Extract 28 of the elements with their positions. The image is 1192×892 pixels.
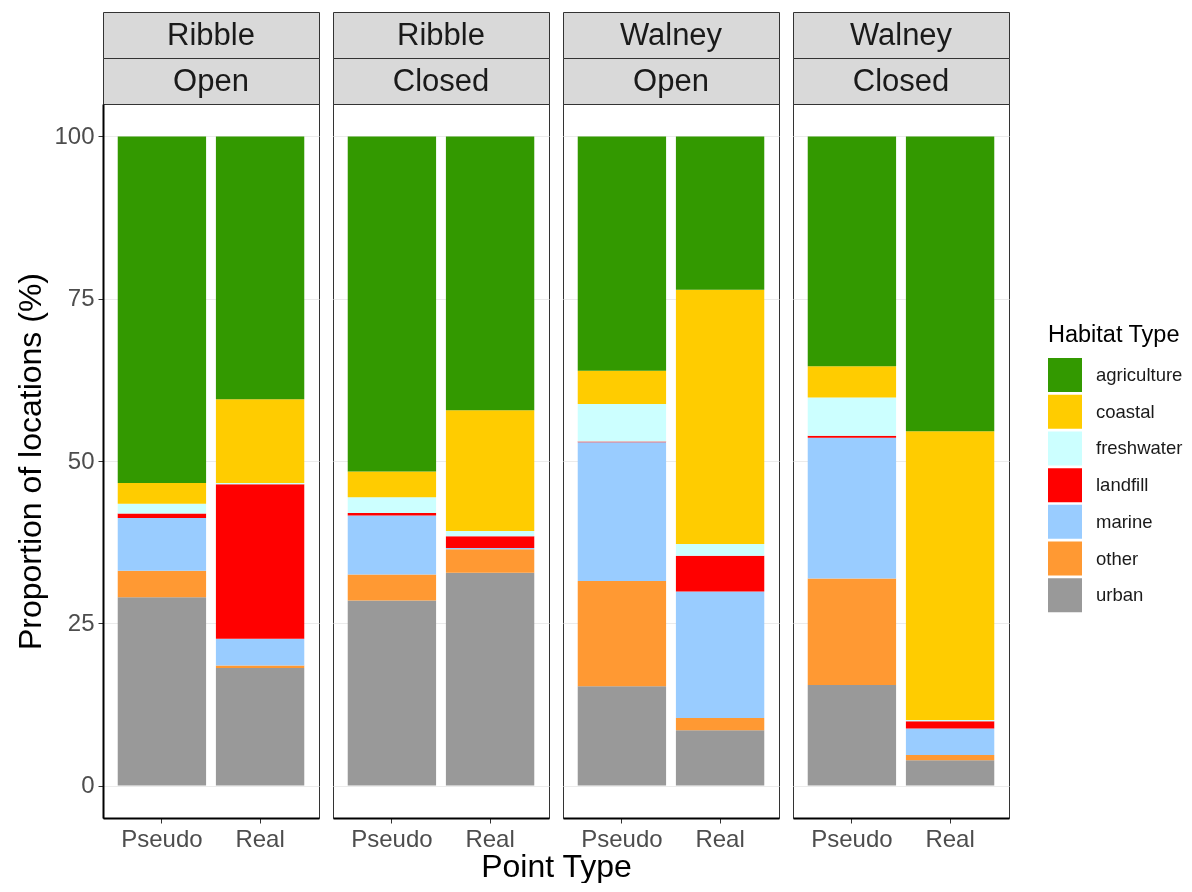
legend-label: marine: [1096, 510, 1153, 532]
chart-title: Ribble: [167, 17, 255, 52]
y-tick-label: 25: [67, 608, 95, 636]
x-tick-label: Real: [925, 824, 975, 852]
y-tick-label: 0: [81, 771, 95, 799]
legend-label: urban: [1096, 584, 1144, 606]
chart-title: Ribble: [397, 17, 485, 52]
y-tick-label: 50: [67, 446, 95, 474]
legend-label: coastal: [1096, 400, 1155, 422]
legend-label: freshwater: [1096, 437, 1183, 459]
chart-subtitle: Open: [633, 63, 709, 98]
x-tick-label: Real: [235, 824, 285, 852]
x-tick-label: Pseudo: [351, 824, 433, 852]
chart-subtitle: Closed: [852, 63, 950, 98]
x-tick-label: Pseudo: [121, 824, 203, 852]
legend-label: agriculture: [1096, 364, 1183, 386]
legend-label: landfill: [1096, 474, 1149, 496]
chart-title: Walney: [849, 17, 953, 52]
legend-title: Habitat Type: [1048, 320, 1180, 347]
y-tick-label: 100: [54, 121, 95, 149]
y-axis-title: Proportion of locations (%): [12, 272, 49, 651]
chart-title: Walney: [619, 17, 723, 52]
y-tick-label: 75: [67, 284, 95, 312]
x-tick-label: Pseudo: [811, 824, 893, 852]
legend-label: other: [1096, 547, 1139, 569]
chart-subtitle: Open: [173, 63, 249, 98]
x-tick-label: Real: [695, 824, 745, 852]
chart-subtitle: Closed: [392, 63, 490, 98]
